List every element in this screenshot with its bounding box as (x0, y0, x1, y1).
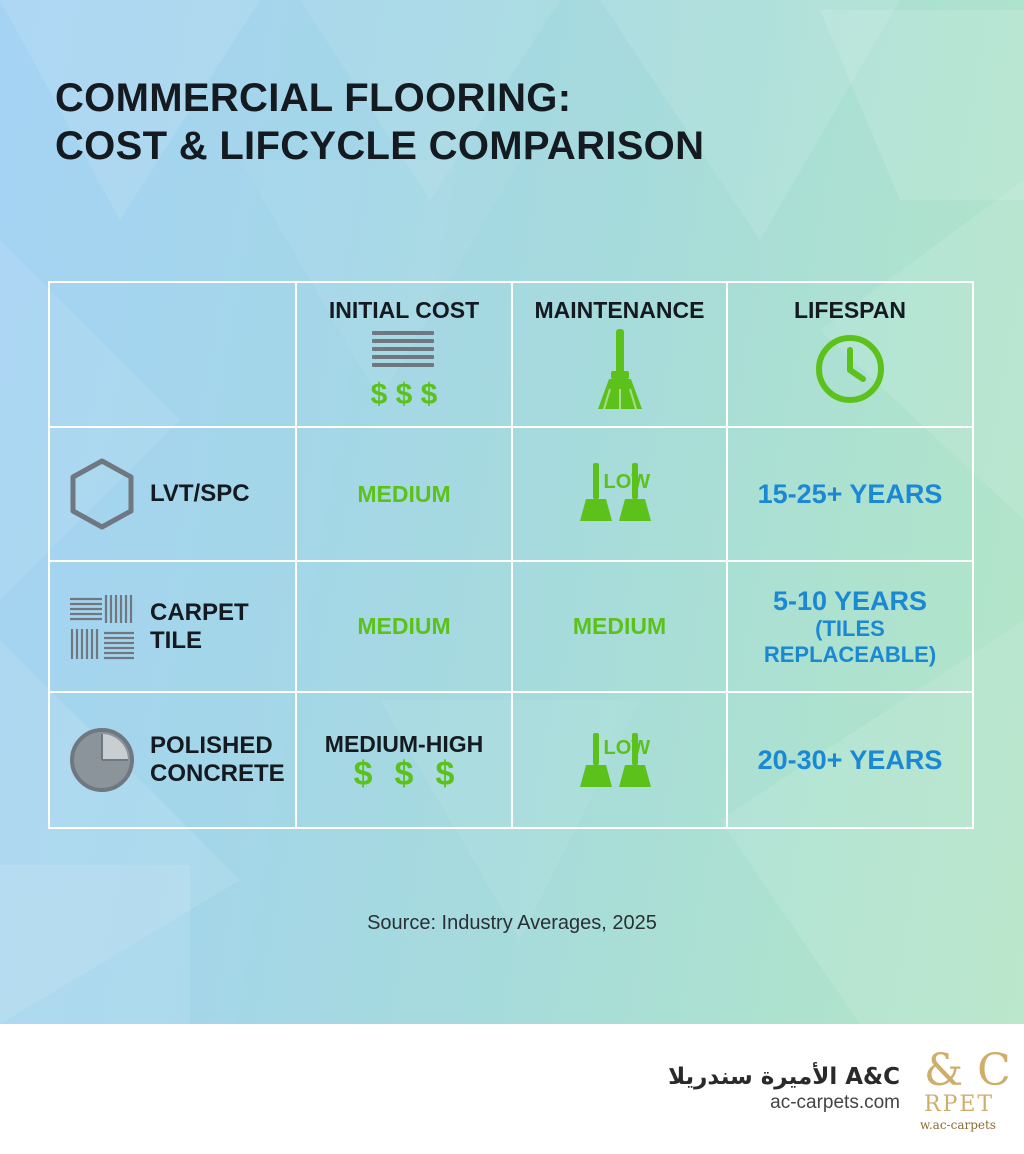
value-concrete-maintenance: LOW (603, 737, 651, 759)
cell-lvt-initial-cost: MEDIUM (297, 428, 513, 562)
low-maintenance-brooms: LOW (579, 725, 660, 795)
row-label-polished-concrete: POLISHED CONCRETE (150, 732, 285, 788)
twin-broom-icon (579, 733, 651, 787)
value-carpet-maintenance: MEDIUM (572, 613, 667, 639)
logo-mark: & C (924, 1048, 1011, 1096)
footer: A&C الأميرة سندريلا ac-carpets.com (0, 1024, 1024, 1154)
value-carpet-initial-cost: MEDIUM (357, 613, 451, 639)
column-header-initial-cost: INITIAL COST $ $ $ (297, 283, 513, 428)
brand-url[interactable]: ac-carpets.com (770, 1092, 900, 1113)
infographic: COMMERCIAL FLOORING: COST & LIFCYCLE COM… (0, 0, 1024, 1024)
column-header-maintenance: MAINTENANCE (513, 283, 728, 428)
dollar-sign: $ (394, 755, 414, 793)
low-maintenance-brooms: LOW (579, 459, 660, 529)
dollar-sign: $ (435, 755, 455, 793)
column-label-initial-cost: INITIAL COST (328, 297, 480, 323)
cell-carpet-maintenance: MEDIUM (513, 562, 728, 693)
value-carpet-lifespan: 5-10 YEARS (772, 585, 928, 616)
cell-carpet-lifespan: 5-10 YEARS (TILES REPLACEABLE) (728, 562, 972, 693)
cell-concrete-lifespan: 20-30+ YEARS (728, 693, 972, 827)
cell-concrete-maintenance: LOW (513, 693, 728, 827)
carpet-tile-icon (68, 591, 136, 663)
source-note: Source: Industry Averages, 2025 (367, 912, 657, 934)
logo-subtext: RPET (924, 1092, 995, 1117)
column-label-lifespan: LIFESPAN (793, 297, 907, 323)
row-header-carpet-tile: CARPET TILE (50, 562, 297, 693)
comparison-table: INITIAL COST $ $ $ MAINTENANCE (48, 281, 974, 829)
cell-carpet-initial-cost: MEDIUM (297, 562, 513, 693)
column-label-maintenance: MAINTENANCE (534, 297, 705, 323)
title-line-1: COMMERCIAL FLOORING: (55, 76, 572, 120)
header-dollar-signs: $ $ $ (370, 378, 438, 411)
column-header-lifespan: LIFESPAN (728, 283, 972, 428)
row-label-line: POLISHED (150, 732, 273, 759)
table-corner-cell (50, 283, 297, 428)
cell-lvt-lifespan: 15-25+ YEARS (728, 428, 972, 562)
title-line-2: COST & LIFCYCLE COMPARISON (55, 124, 705, 168)
row-label-line: CONCRETE (150, 760, 285, 787)
row-label-lvt-spc: LVT/SPC (150, 480, 250, 508)
hexagon-icon (68, 458, 136, 530)
value-concrete-lifespan: 20-30+ YEARS (757, 745, 943, 775)
value-lvt-lifespan: 15-25+ YEARS (757, 479, 943, 509)
row-label-carpet-tile: CARPET TILE (150, 599, 249, 655)
row-label-line: TILE (150, 626, 202, 654)
clock-icon (814, 333, 886, 410)
value-carpet-lifespan-note: (TILES REPLACEABLE) (763, 615, 937, 667)
dollar-sign: $ (353, 755, 373, 793)
cell-lvt-maintenance: LOW (513, 428, 728, 562)
row-header-polished-concrete: POLISHED CONCRETE (50, 693, 297, 827)
value-lvt-maintenance: LOW (603, 471, 651, 493)
brand-logo: & C RPET w.ac-carpets (918, 1048, 1024, 1134)
value-lvt-initial-cost: MEDIUM (357, 480, 451, 507)
value-concrete-initial-cost: MEDIUM-HIGH (324, 731, 484, 757)
twin-broom-icon (579, 463, 651, 521)
row-header-lvt-spc: LVT/SPC (50, 428, 297, 562)
cell-concrete-initial-cost: MEDIUM-HIGH $ $ $ (297, 693, 513, 827)
row-label-line: LVT/SPC (150, 480, 250, 507)
concrete-dollar-signs: $ $ $ (353, 755, 455, 793)
logo-url: w.ac-carpets (920, 1118, 996, 1132)
row-label-line: CARPET (150, 598, 249, 626)
broom-icon (594, 329, 646, 416)
polished-disc-icon (68, 724, 136, 796)
page-title: COMMERCIAL FLOORING: COST & LIFCYCLE COM… (55, 74, 704, 170)
brand-name: A&C الأميرة سندريلا (668, 1064, 900, 1090)
dollar-stack-icon (372, 331, 436, 378)
